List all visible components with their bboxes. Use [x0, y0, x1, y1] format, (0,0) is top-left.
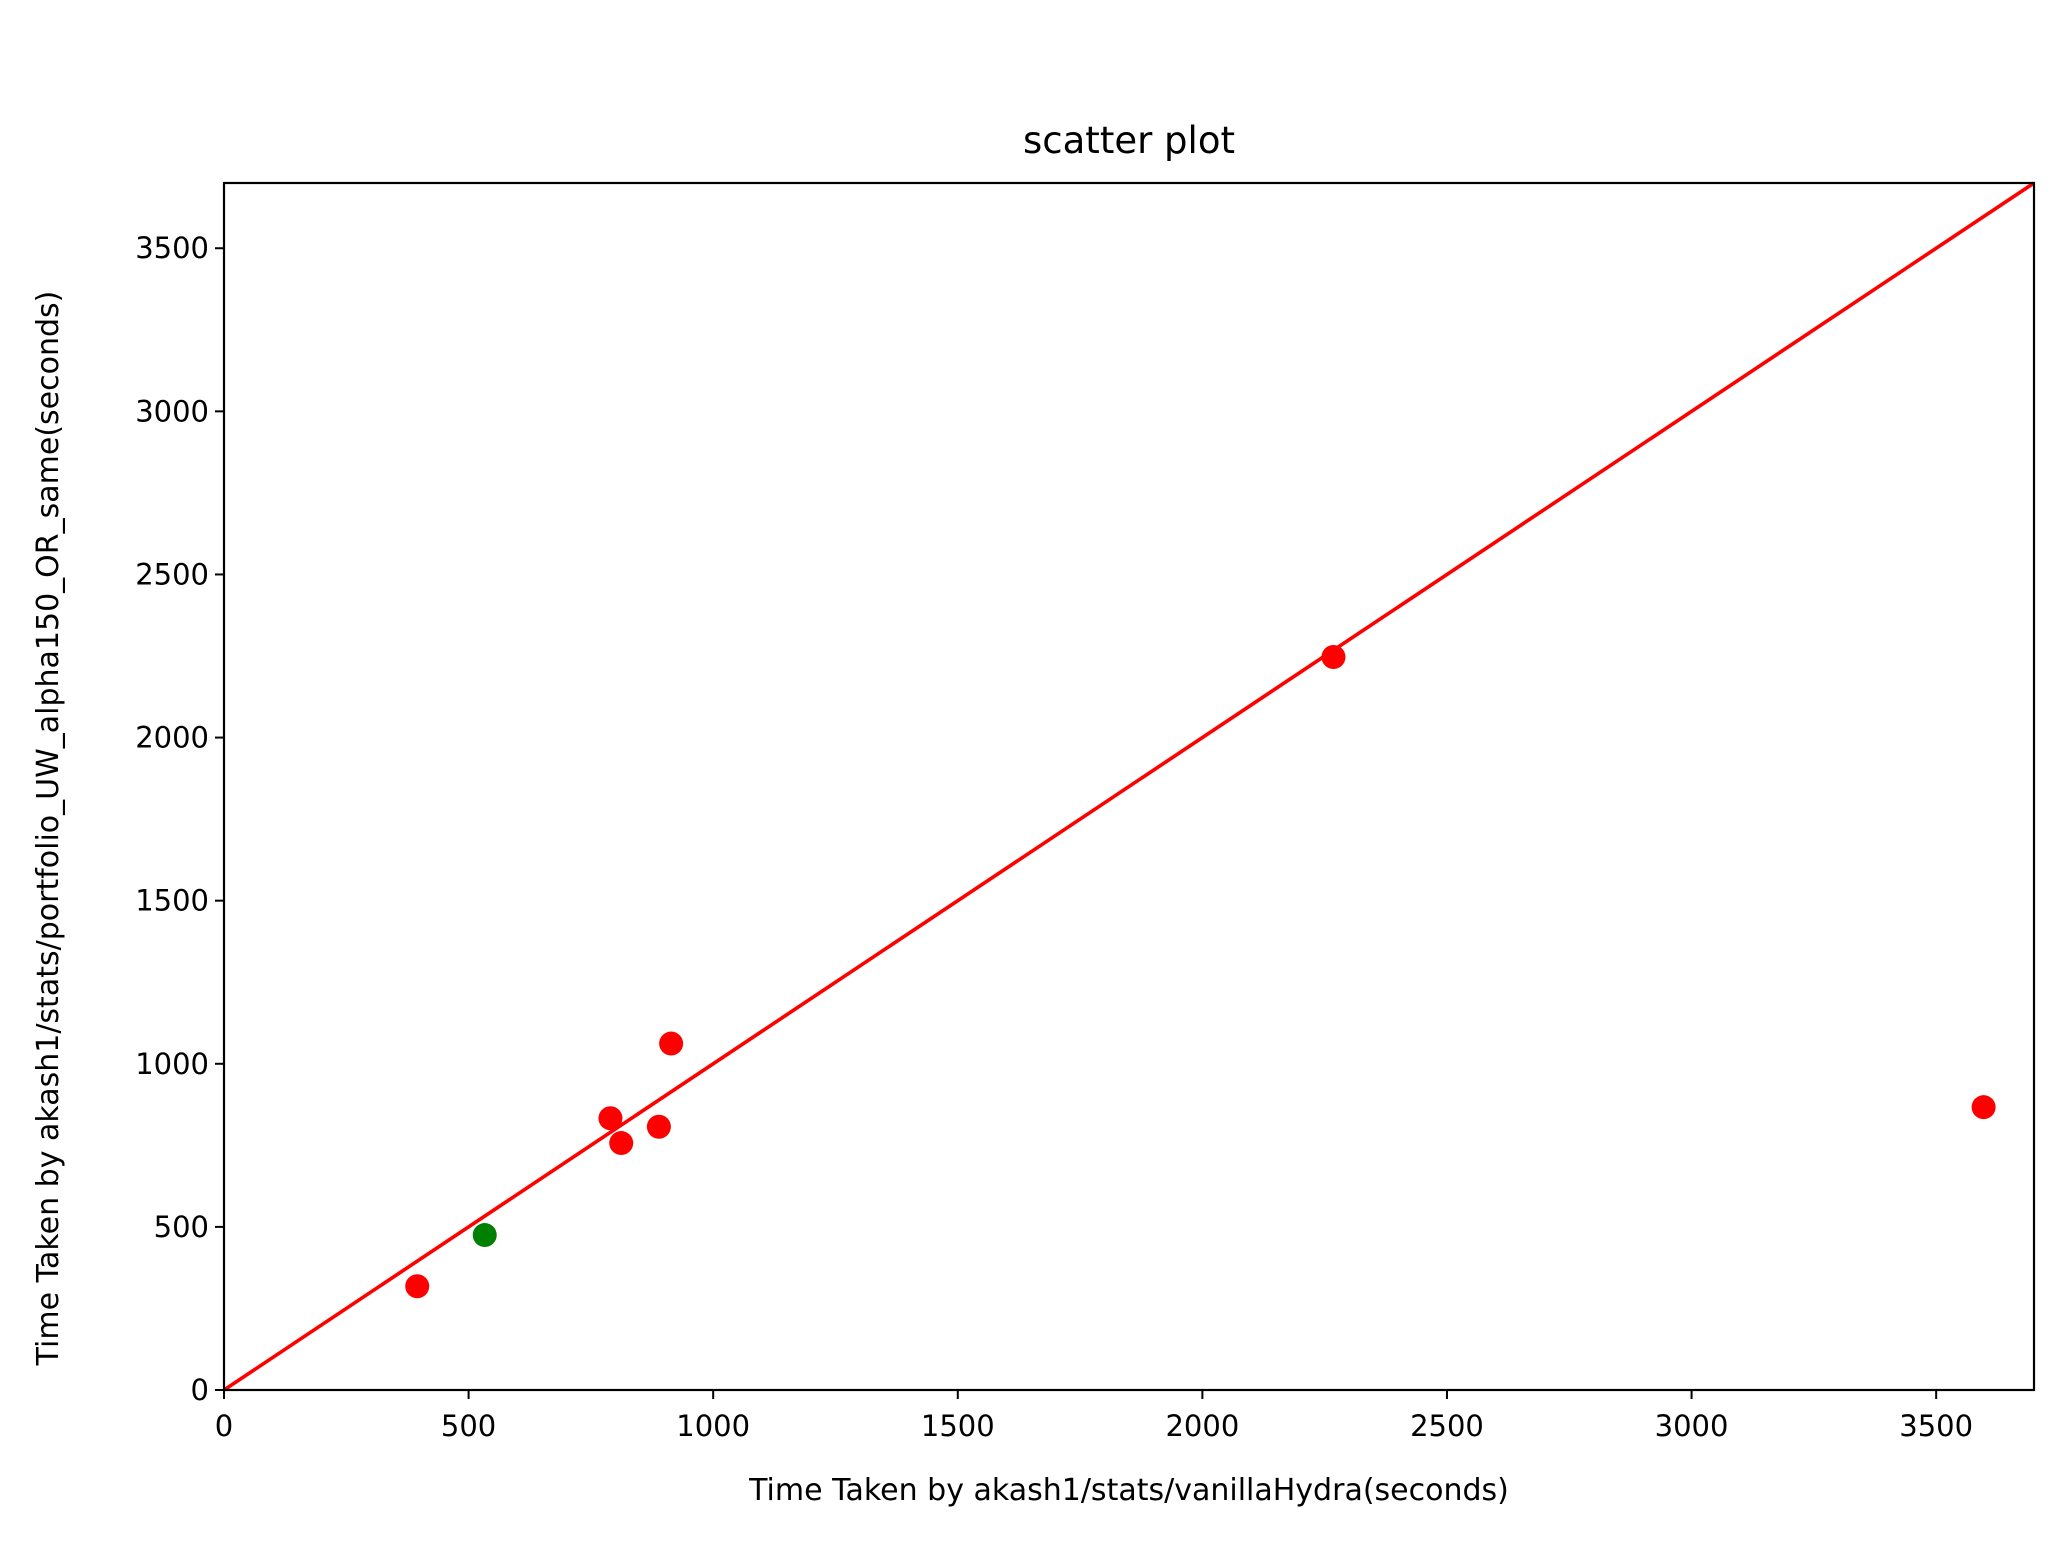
y-axis-label: Time Taken by akash1/stats/portfolio_UW_…: [31, 291, 66, 1367]
y-tick-label: 2500: [135, 557, 209, 591]
chart-title: scatter plot: [1023, 119, 1235, 162]
x-tick-label: 2500: [1410, 1409, 1484, 1443]
x-tick-label: 1000: [676, 1409, 750, 1443]
plot-frame: [222, 181, 2036, 1392]
y-tick-label: 3500: [135, 231, 209, 265]
y-tick-label: 0: [191, 1373, 209, 1407]
x-axis-label: Time Taken by akash1/stats/vanillaHydra(…: [748, 1473, 1509, 1508]
x-tick-label: 1500: [921, 1409, 995, 1443]
x-tick-label: 500: [441, 1409, 496, 1443]
data-point-3: [598, 1106, 623, 1131]
reference-line: [223, 181, 2035, 1392]
x-tick-label: 2000: [1165, 1409, 1239, 1443]
x-tick-label: 3000: [1655, 1409, 1729, 1443]
x-tick-label: 3500: [1899, 1409, 1973, 1443]
plot-area: [223, 181, 2035, 1392]
y-tick-label: 2000: [135, 721, 209, 755]
data-point-8: [1971, 1095, 1996, 1120]
data-point-2: [472, 1223, 497, 1248]
x-axis-ticks: 0 500 1000 1500 2000 2500 3000 3500: [215, 1390, 1973, 1443]
y-tick-label: 500: [154, 1210, 209, 1244]
data-point-5: [646, 1114, 671, 1139]
x-tick-label: 0: [215, 1409, 233, 1443]
y-tick-label: 1500: [135, 884, 209, 918]
y-tick-label: 1000: [135, 1047, 209, 1081]
y-tick-label: 3000: [135, 394, 209, 428]
y-axis-ticks: 0 500 1000 1500 2000 2500 3000 3500: [135, 231, 224, 1407]
data-point-6: [659, 1031, 684, 1056]
data-point-1: [405, 1274, 430, 1299]
data-point-7: [1321, 644, 1346, 669]
data-point-4: [609, 1131, 634, 1156]
